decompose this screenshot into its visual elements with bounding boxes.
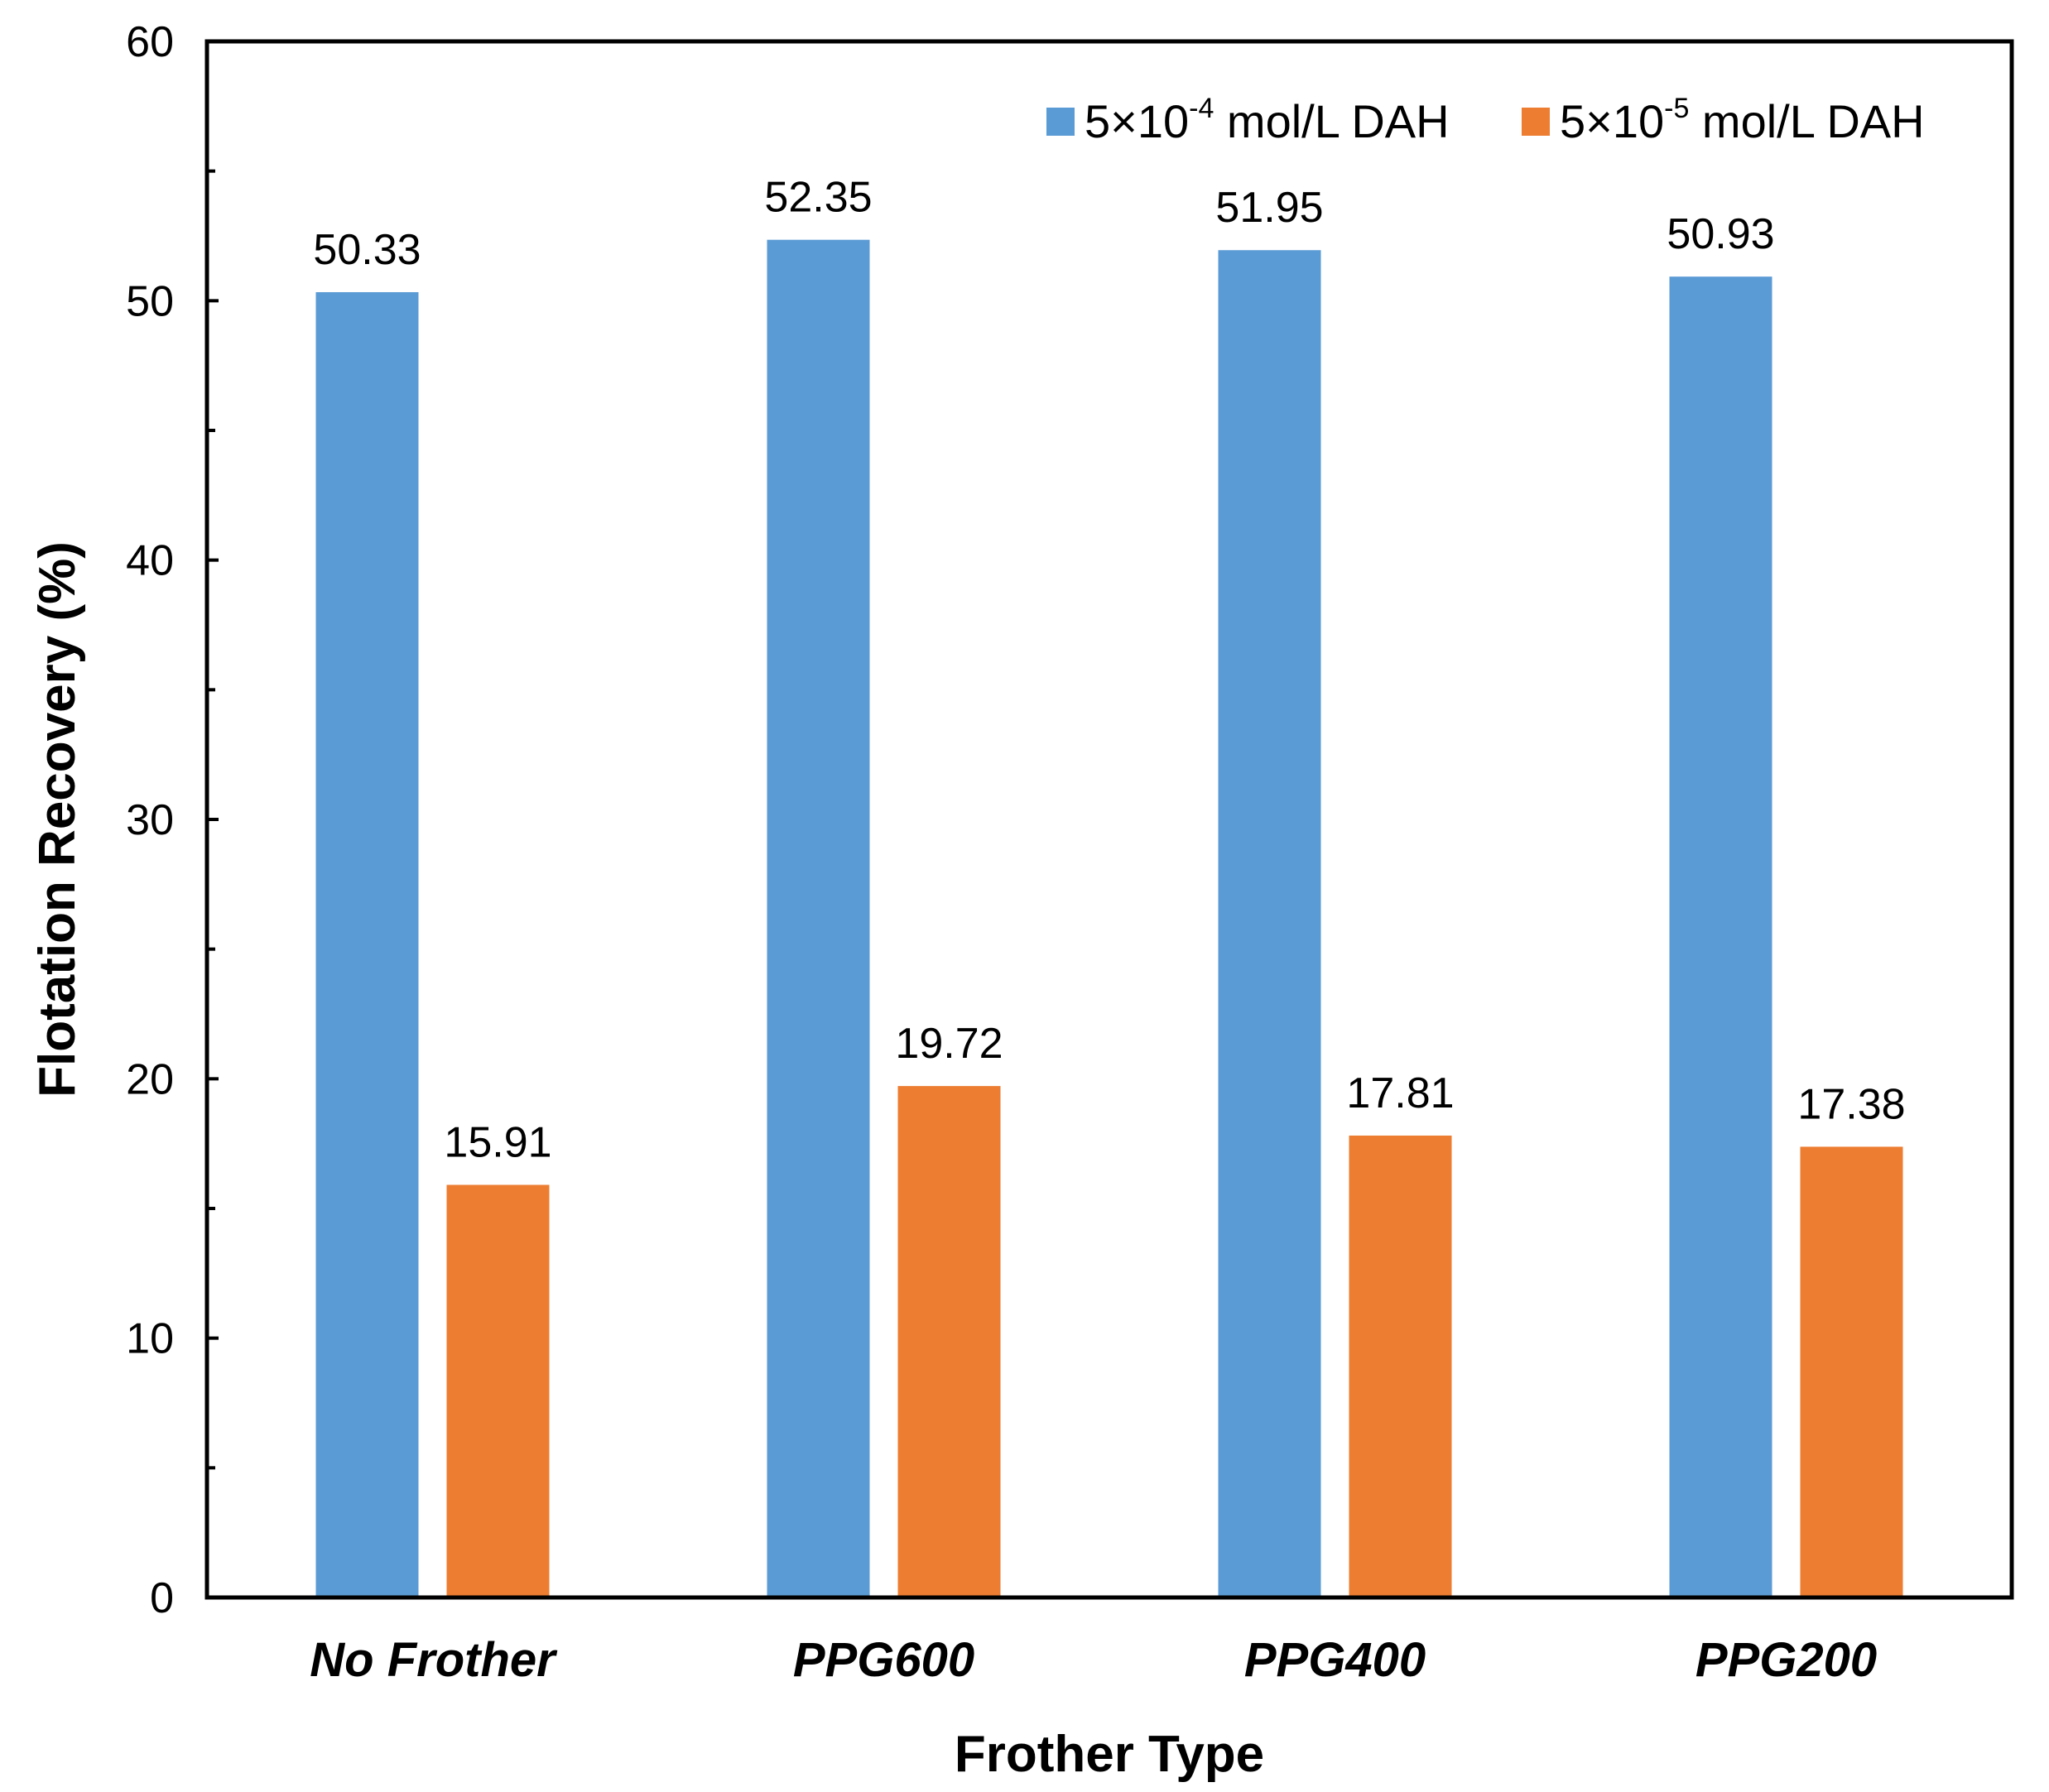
x-axis: No Frother PPG600 PPG400 PPG200 xyxy=(310,1633,1877,1687)
data-label: 52.35 xyxy=(764,174,872,222)
legend-label: 5×10-4 mol/L DAH xyxy=(1085,93,1450,147)
data-label: 15.91 xyxy=(444,1118,551,1166)
bar-no-frother-series-2 xyxy=(446,1184,550,1597)
legend-label: 5×10-5 mol/L DAH xyxy=(1560,93,1925,147)
y-axis-title: Flotation Recovery (%) xyxy=(29,541,86,1098)
bar-no-frother-series-1 xyxy=(315,291,419,1597)
bar-ppg200-series-2 xyxy=(1800,1146,1903,1597)
bar-ppg400-series-1 xyxy=(1218,250,1321,1597)
y-tick-label: 20 xyxy=(126,1055,174,1103)
x-tick-label: PPG600 xyxy=(793,1633,974,1687)
data-label: 51.95 xyxy=(1215,184,1323,232)
bar-ppg600-series-1 xyxy=(767,239,870,1598)
x-tick-label: PPG200 xyxy=(1695,1633,1877,1687)
data-label: 50.33 xyxy=(313,226,421,274)
y-tick-label: 50 xyxy=(126,277,174,325)
plot-area: 50.33 15.91 52.35 19.72 51.95 17.81 50.93 17.38 xyxy=(313,174,1906,1598)
x-axis-title: Frother Type xyxy=(955,1726,1264,1783)
data-label: 19.72 xyxy=(895,1020,1003,1068)
y-tick-label: 30 xyxy=(126,796,174,844)
y-tick-label: 40 xyxy=(126,537,174,585)
bar-ppg600-series-2 xyxy=(897,1086,1001,1597)
legend: 5×10-4 mol/L DAH 5×10-5 mol/L DAH xyxy=(1046,93,1925,147)
y-tick-label: 0 xyxy=(150,1574,174,1622)
data-label: 50.93 xyxy=(1667,210,1774,258)
x-tick-label: No Frother xyxy=(310,1633,558,1687)
data-label: 17.81 xyxy=(1346,1069,1454,1117)
y-axis: 0 10 20 30 40 50 60 xyxy=(126,18,219,1622)
x-tick-label: PPG400 xyxy=(1244,1633,1426,1687)
legend-swatch xyxy=(1522,108,1550,136)
y-tick-label: 10 xyxy=(126,1315,174,1363)
bar-ppg400-series-2 xyxy=(1349,1135,1452,1597)
data-label: 17.38 xyxy=(1797,1080,1905,1128)
bar-ppg200-series-1 xyxy=(1669,276,1772,1597)
y-tick-label: 60 xyxy=(126,18,174,66)
legend-swatch xyxy=(1046,108,1075,136)
